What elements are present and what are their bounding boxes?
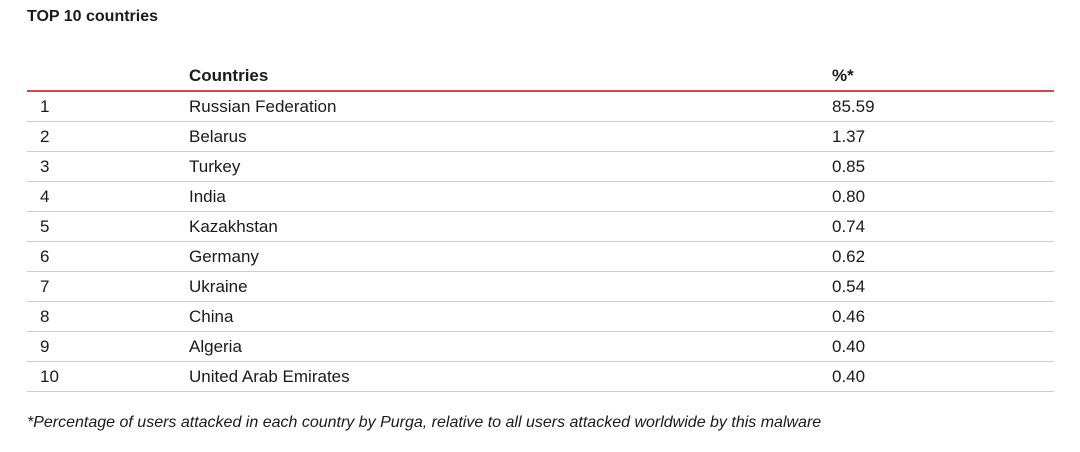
percent-cell: 0.46 <box>832 307 866 326</box>
rank-cell: 4 <box>40 187 50 206</box>
table-row: 4 India 0.80 <box>27 182 1054 212</box>
rank-cell: 2 <box>40 127 50 146</box>
percent-cell: 0.40 <box>832 337 866 356</box>
rank-cell: 3 <box>40 157 50 176</box>
table-title: TOP 10 countries <box>27 8 159 25</box>
countries-table: Countries %* 1 Russian Federation 85.59 … <box>27 61 1054 392</box>
table-row: 2 Belarus 1.37 <box>27 122 1054 152</box>
footnote: *Percentage of users attacked in each co… <box>27 414 822 431</box>
country-cell: Ukraine <box>189 277 248 296</box>
percent-cell: 1.37 <box>832 127 866 146</box>
percent-cell: 0.54 <box>832 277 866 296</box>
rank-cell: 6 <box>40 247 50 266</box>
table-row: 3 Turkey 0.85 <box>27 152 1054 182</box>
country-cell: Algeria <box>189 337 242 356</box>
percent-cell: 0.85 <box>832 157 866 176</box>
percent-cell: 85.59 <box>832 97 875 116</box>
country-cell: United Arab Emirates <box>189 367 350 386</box>
rank-cell: 1 <box>40 97 50 116</box>
country-cell: China <box>189 307 234 326</box>
header-countries: Countries <box>189 66 269 85</box>
rank-cell: 9 <box>40 337 50 356</box>
percent-cell: 0.62 <box>832 247 866 266</box>
country-cell: India <box>189 187 226 206</box>
country-cell: Kazakhstan <box>189 217 278 236</box>
table-row: 8 China 0.46 <box>27 302 1054 332</box>
country-cell: Turkey <box>189 157 241 176</box>
table-row: 1 Russian Federation 85.59 <box>27 92 1054 122</box>
rank-cell: 5 <box>40 217 50 236</box>
table-row: 10 United Arab Emirates 0.40 <box>27 362 1054 392</box>
percent-cell: 0.80 <box>832 187 866 206</box>
table-row: 6 Germany 0.62 <box>27 242 1054 272</box>
country-cell: Belarus <box>189 127 247 146</box>
rank-cell: 8 <box>40 307 50 326</box>
country-cell: Russian Federation <box>189 97 337 116</box>
table-row: 9 Algeria 0.40 <box>27 332 1054 362</box>
rank-cell: 10 <box>40 367 59 386</box>
table-row: 5 Kazakhstan 0.74 <box>27 212 1054 242</box>
rank-cell: 7 <box>40 277 50 296</box>
header-percent: %* <box>832 66 854 85</box>
country-cell: Germany <box>189 247 259 266</box>
table-row: 7 Ukraine 0.54 <box>27 272 1054 302</box>
percent-cell: 0.74 <box>832 217 866 236</box>
percent-cell: 0.40 <box>832 367 866 386</box>
table-header-row: Countries %* <box>27 61 1054 92</box>
